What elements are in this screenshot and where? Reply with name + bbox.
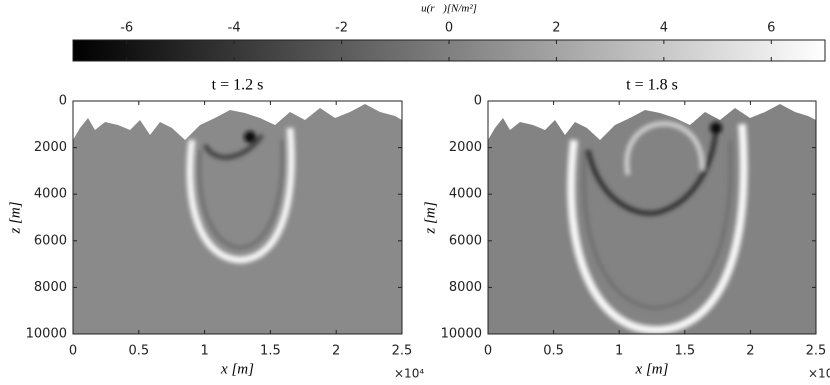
y-axis-label: z [m] bbox=[422, 201, 438, 234]
colorbar-tick-label: 4 bbox=[660, 21, 668, 36]
colorbar-tick-label: -4 bbox=[228, 21, 241, 36]
x-tick-label: 1.5 bbox=[260, 344, 281, 359]
x-multiplier: ×10⁴ bbox=[394, 367, 424, 381]
x-tick-label: 1 bbox=[615, 344, 623, 359]
wavefield-1 bbox=[73, 101, 402, 334]
panel-title: t = 1.2 s bbox=[212, 77, 264, 94]
colorbar-tick-label: -6 bbox=[120, 21, 133, 36]
x-tick-label: 0.5 bbox=[543, 344, 564, 359]
y-tick-label: 0 bbox=[474, 94, 482, 109]
y-tick-label: 0 bbox=[59, 94, 67, 109]
x-tick-label: 1 bbox=[200, 344, 208, 359]
colorbar-tick-label: 6 bbox=[767, 21, 775, 36]
y-tick-label: 8000 bbox=[449, 280, 482, 295]
panel-title: t = 1.8 s bbox=[626, 77, 678, 94]
x-axis-label: x [m] bbox=[220, 361, 254, 377]
y-tick-label: 10000 bbox=[26, 327, 67, 342]
x-tick-label: 2 bbox=[746, 344, 754, 359]
x-axis-label: x [m] bbox=[635, 361, 669, 377]
x-multiplier: ×10⁴ bbox=[808, 367, 830, 381]
colorbar-tick-label: -2 bbox=[335, 21, 348, 36]
y-tick-label: 10000 bbox=[441, 327, 482, 342]
y-tick-label: 2000 bbox=[34, 140, 67, 155]
x-tick-label: 0 bbox=[69, 344, 77, 359]
x-tick-label: 0.5 bbox=[128, 344, 149, 359]
y-axis-label: z [m] bbox=[7, 201, 23, 234]
colorbar-label: u(r⃗)[N/m²] bbox=[421, 3, 477, 15]
y-tick-label: 6000 bbox=[34, 233, 67, 248]
y-tick-label: 4000 bbox=[449, 187, 482, 202]
x-tick-label: 2.5 bbox=[806, 344, 827, 359]
wavefield-2 bbox=[488, 101, 816, 335]
colorbar-tick-label: 0 bbox=[445, 21, 453, 36]
y-tick-label: 2000 bbox=[449, 140, 482, 155]
y-tick-label: 4000 bbox=[34, 187, 67, 202]
y-tick-label: 6000 bbox=[449, 233, 482, 248]
axes-frame bbox=[72, 100, 403, 335]
x-tick-label: 0 bbox=[484, 344, 492, 359]
x-tick-label: 2.5 bbox=[392, 344, 413, 359]
axes-frame bbox=[487, 100, 817, 335]
colorbar-tick-label: 2 bbox=[552, 21, 560, 36]
y-tick-label: 8000 bbox=[34, 280, 67, 295]
x-tick-label: 2 bbox=[332, 344, 340, 359]
x-tick-label: 1.5 bbox=[674, 344, 695, 359]
